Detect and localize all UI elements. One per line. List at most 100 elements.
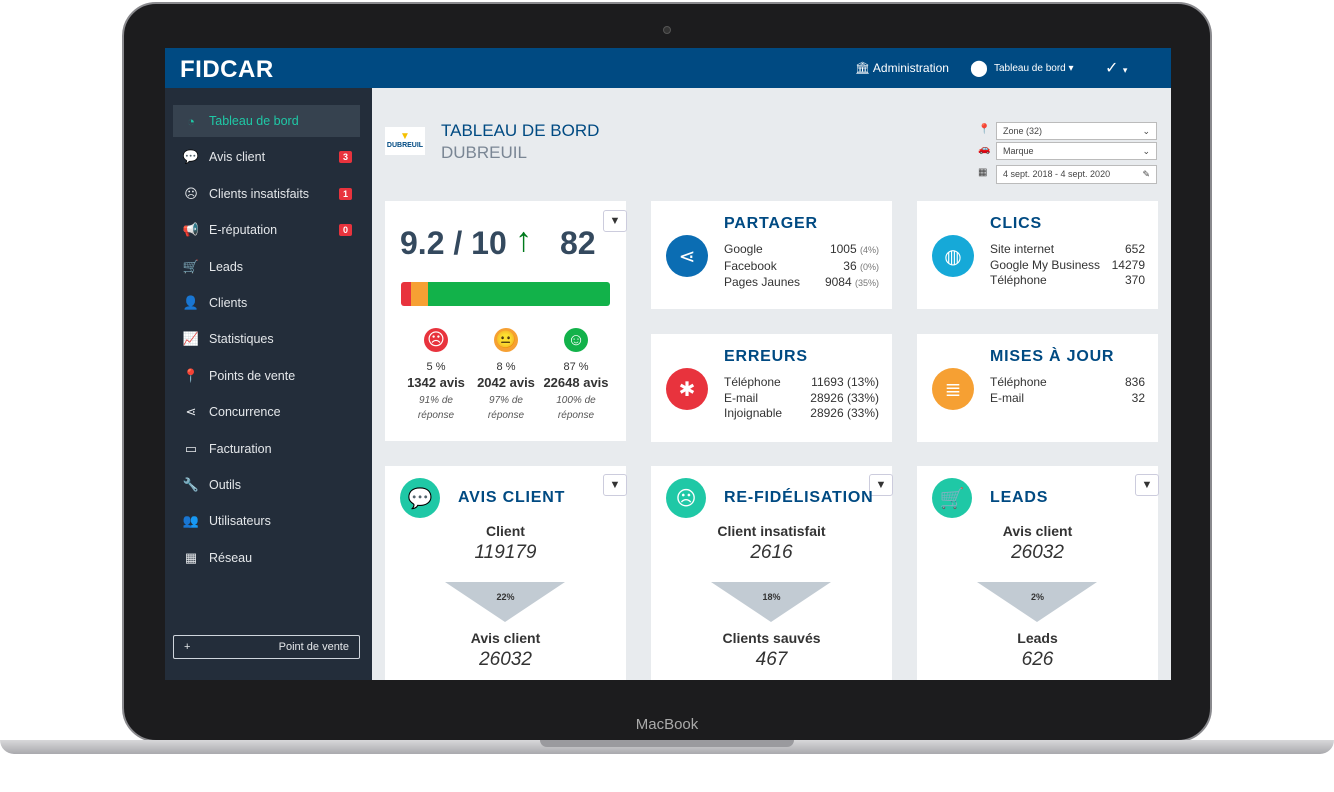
- card-title: AVIS CLIENT: [458, 489, 566, 506]
- trend-up-icon: ↑: [515, 221, 532, 259]
- card-title: PARTAGER: [724, 215, 818, 232]
- cart-icon: 🛒: [932, 478, 972, 518]
- sidebar-item-outils[interactable]: 🔧 Outils: [173, 469, 360, 501]
- sidebar-item-label: Concurrence: [209, 405, 281, 420]
- dealer-logo: ▼ DUBREUIL: [385, 127, 425, 155]
- count-badge: 1: [338, 187, 352, 200]
- bottom-label: Leads: [1017, 630, 1058, 646]
- funnel-arrow: [445, 582, 565, 622]
- add-point-de-vente-button[interactable]: + Point de vente: [173, 635, 360, 659]
- brand-select[interactable]: Marque ⌄: [996, 142, 1157, 160]
- score-count: 82: [560, 225, 596, 261]
- admin-label: Administration: [872, 61, 949, 75]
- comment-icon: 💬: [400, 478, 440, 518]
- face-icon: ☹: [424, 328, 448, 352]
- count-badge: 0: [338, 224, 352, 237]
- top-navbar: FIDCAR 🏛 Administration ⬤ Tableau de bor…: [165, 48, 1171, 88]
- pct: 8 %: [496, 361, 516, 373]
- pencil-icon: ✎: [1142, 169, 1150, 179]
- wrench-icon: 🔧: [182, 477, 200, 492]
- map-marker-icon: 📍: [182, 367, 200, 383]
- conversion-pct: 2%: [1030, 592, 1044, 602]
- sidebar-item-label: Facturation: [209, 441, 272, 456]
- sidebar-item-label: Points de vente: [209, 368, 296, 383]
- funnel-card: ▼ ☹ RE-FIDÉLISATION Client insatisfait 2…: [651, 466, 893, 680]
- funnel-card: ▼ 🛒 LEADS Avis client 26032 2% Leads 626: [917, 466, 1159, 680]
- bullhorn-icon: 📢: [182, 222, 200, 238]
- sidebar-item-label: E-réputation: [209, 223, 278, 238]
- top-value: 26032: [1011, 542, 1064, 563]
- users-icon: 👥: [182, 513, 200, 529]
- stat-row: Téléphone 836: [990, 375, 1145, 389]
- sidebar-item-avis-client[interactable]: 💬 Avis client 3: [173, 141, 360, 173]
- stat-row: Pages Jaunes 9084 (35%): [724, 275, 879, 289]
- sidebar-item-label: Clients insatisfaits: [209, 186, 310, 201]
- sidebar-item-utilisateurs[interactable]: 👥 Utilisateurs: [173, 505, 360, 537]
- face-icon: ☺: [564, 328, 588, 352]
- credit-card-icon: ▭: [184, 440, 198, 456]
- sidebar-item-concurrence[interactable]: ⋖ Concurrence: [173, 396, 360, 428]
- sidebar-item-label: Tableau de bord: [209, 114, 299, 128]
- stat-row: Google 1005 (4%): [724, 242, 879, 256]
- screen: FIDCAR 🏛 Administration ⬤ Tableau de bor…: [165, 48, 1171, 680]
- pct: 5 %: [426, 361, 446, 373]
- filter-button[interactable]: ▼: [603, 210, 627, 232]
- filter-button[interactable]: ▼: [603, 474, 627, 496]
- funnel-arrow: [977, 582, 1097, 622]
- date-range-input[interactable]: 4 sept. 2018 - 4 sept. 2020 ✎: [996, 165, 1157, 184]
- bottom-label: Avis client: [470, 630, 541, 646]
- sidebar-item-label: Outils: [209, 478, 241, 492]
- admin-link[interactable]: 🏛 Administration: [855, 61, 949, 75]
- stat-row: Google My Business 14279: [990, 257, 1145, 272]
- sidebar-item-tableau-de-bord[interactable]: ◔ Tableau de bord: [173, 105, 360, 137]
- dashboard-icon: ◔: [187, 113, 195, 129]
- bank-icon: 🏛: [855, 61, 871, 75]
- bar-segment-negative: [401, 282, 412, 306]
- top-label: Client insatisfait: [717, 523, 826, 539]
- sidebar-item-label: Statistiques: [209, 332, 274, 347]
- sentiment-column: 😐 8 % 2042 avis 97% de réponse: [471, 328, 541, 423]
- top-value: 119179: [474, 542, 537, 563]
- sentiment-bar: [401, 282, 610, 306]
- filter-button[interactable]: ▼: [869, 474, 893, 496]
- page-subtitle: DUBREUIL: [441, 143, 527, 162]
- sidebar-item-facturation[interactable]: ▭ Facturation: [173, 433, 360, 465]
- bar-segment-positive: [428, 282, 610, 306]
- bottom-label: Clients sauvés: [722, 630, 821, 646]
- share-icon: ⋖: [666, 235, 708, 277]
- conversion-pct: 18%: [762, 592, 781, 602]
- share-icon: ⋖: [185, 404, 197, 420]
- user-menu[interactable]: ✓ ▾: [1105, 58, 1127, 78]
- top-label: Avis client: [1002, 523, 1073, 539]
- stat-row: Téléphone 370: [990, 273, 1145, 287]
- count-badge: 3: [338, 151, 352, 164]
- frown-icon: ☹: [184, 185, 198, 201]
- sidebar-item-clients-insatisfaits[interactable]: ☹ Clients insatisfaits 1: [173, 178, 360, 210]
- bug-icon: ✱: [666, 368, 708, 410]
- filter-button[interactable]: ▼: [1135, 474, 1159, 496]
- bottom-value: 26032: [479, 649, 532, 670]
- camera: [663, 26, 671, 34]
- sidebar-item-leads[interactable]: 🛒 Leads: [173, 251, 360, 283]
- dashboard-dropdown[interactable]: Tableau de bord ▾: [994, 63, 1074, 74]
- frown-icon: ☹: [666, 478, 706, 518]
- app-logo[interactable]: FIDCAR: [180, 56, 274, 83]
- sidebar-item-points-de-vente[interactable]: 📍 Points de vente: [173, 360, 360, 392]
- sidebar-item-label: Avis client: [209, 150, 266, 165]
- bottom-value: 626: [1021, 649, 1054, 670]
- stat-row: Site internet 652: [990, 242, 1145, 256]
- erreurs-card: ✱ ERREURS Téléphone 11693 (13%) E-mail 2892…: [651, 334, 892, 442]
- sidebar-item-statistiques[interactable]: 📈 Statistiques: [173, 323, 360, 355]
- laptop-notch: [540, 740, 794, 747]
- sidebar-item-label: Leads: [209, 259, 244, 274]
- cart-icon: 🛒: [182, 258, 200, 274]
- zone-select[interactable]: Zone (32) ⌄: [996, 122, 1157, 140]
- stat-row: Téléphone 11693 (13%): [724, 375, 879, 389]
- top-value: 2616: [750, 542, 793, 563]
- avis-count: 22648 avis: [543, 375, 609, 390]
- sidebar-item-e-r-putation[interactable]: 📢 E-réputation 0: [173, 214, 360, 246]
- sidebar-item-r-seau[interactable]: ▦ Réseau: [173, 542, 360, 574]
- card-title: ERREURS: [724, 348, 808, 365]
- sidebar-item-clients[interactable]: 👤 Clients: [173, 287, 360, 319]
- sidebar-item-label: Clients: [209, 296, 248, 310]
